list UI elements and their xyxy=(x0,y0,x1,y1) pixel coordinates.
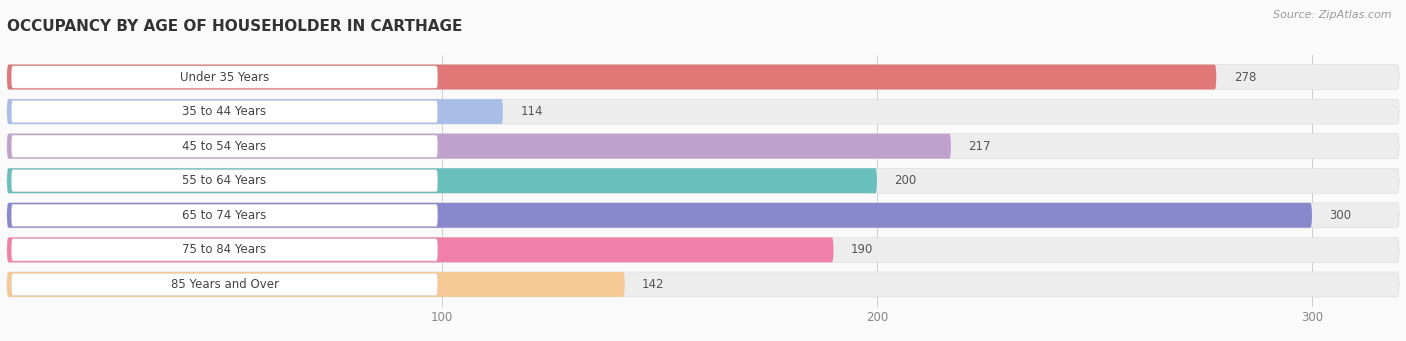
Text: OCCUPANCY BY AGE OF HOUSEHOLDER IN CARTHAGE: OCCUPANCY BY AGE OF HOUSEHOLDER IN CARTH… xyxy=(7,19,463,34)
FancyBboxPatch shape xyxy=(7,272,1399,297)
FancyBboxPatch shape xyxy=(7,99,1399,124)
Text: 278: 278 xyxy=(1233,71,1256,84)
FancyBboxPatch shape xyxy=(11,239,437,261)
FancyBboxPatch shape xyxy=(11,273,437,296)
FancyBboxPatch shape xyxy=(11,101,437,123)
Text: 55 to 64 Years: 55 to 64 Years xyxy=(183,174,267,187)
Text: 45 to 54 Years: 45 to 54 Years xyxy=(183,140,267,153)
FancyBboxPatch shape xyxy=(11,170,437,192)
FancyBboxPatch shape xyxy=(7,168,877,193)
Text: 200: 200 xyxy=(894,174,917,187)
Text: 300: 300 xyxy=(1330,209,1351,222)
FancyBboxPatch shape xyxy=(7,203,1312,228)
Text: 190: 190 xyxy=(851,243,873,256)
Text: 114: 114 xyxy=(520,105,543,118)
FancyBboxPatch shape xyxy=(7,99,503,124)
FancyBboxPatch shape xyxy=(7,203,1399,228)
FancyBboxPatch shape xyxy=(7,237,834,262)
Text: Under 35 Years: Under 35 Years xyxy=(180,71,269,84)
Text: Source: ZipAtlas.com: Source: ZipAtlas.com xyxy=(1274,10,1392,20)
Text: 35 to 44 Years: 35 to 44 Years xyxy=(183,105,267,118)
FancyBboxPatch shape xyxy=(7,64,1399,89)
FancyBboxPatch shape xyxy=(7,64,1216,89)
Text: 217: 217 xyxy=(969,140,991,153)
Text: 142: 142 xyxy=(643,278,665,291)
FancyBboxPatch shape xyxy=(11,135,437,157)
Text: 65 to 74 Years: 65 to 74 Years xyxy=(183,209,267,222)
FancyBboxPatch shape xyxy=(7,134,1399,159)
Text: 85 Years and Over: 85 Years and Over xyxy=(170,278,278,291)
FancyBboxPatch shape xyxy=(7,272,624,297)
Text: 75 to 84 Years: 75 to 84 Years xyxy=(183,243,267,256)
FancyBboxPatch shape xyxy=(11,204,437,226)
FancyBboxPatch shape xyxy=(7,168,1399,193)
FancyBboxPatch shape xyxy=(7,134,950,159)
FancyBboxPatch shape xyxy=(7,237,1399,262)
FancyBboxPatch shape xyxy=(11,66,437,88)
